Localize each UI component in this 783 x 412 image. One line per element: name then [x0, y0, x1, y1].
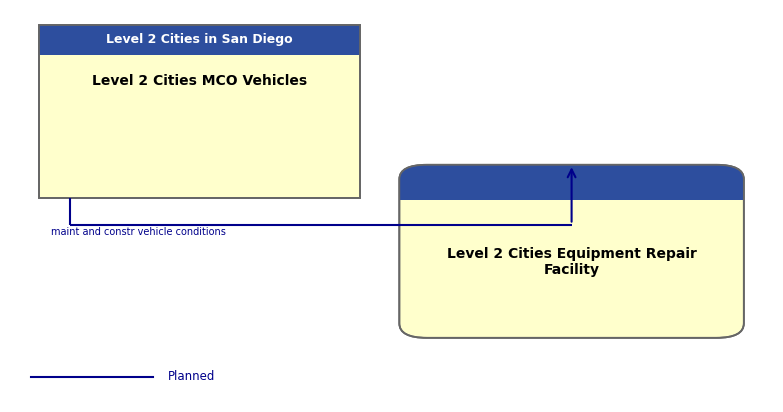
FancyBboxPatch shape: [399, 185, 744, 200]
FancyBboxPatch shape: [39, 25, 360, 55]
FancyBboxPatch shape: [399, 165, 744, 200]
Text: Level 2 Cities in San Diego: Level 2 Cities in San Diego: [106, 33, 293, 47]
Text: Level 2 Cities Equipment Repair
Facility: Level 2 Cities Equipment Repair Facility: [446, 247, 697, 277]
FancyBboxPatch shape: [399, 165, 744, 338]
Text: maint and constr vehicle conditions: maint and constr vehicle conditions: [51, 227, 226, 237]
FancyBboxPatch shape: [39, 25, 360, 198]
Text: Planned: Planned: [168, 370, 216, 384]
Text: Level 2 Cities MCO Vehicles: Level 2 Cities MCO Vehicles: [92, 74, 307, 88]
